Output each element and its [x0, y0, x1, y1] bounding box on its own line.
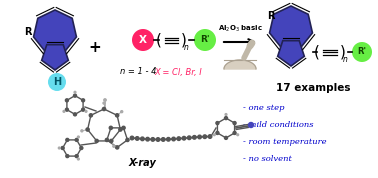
- Circle shape: [66, 155, 69, 158]
- Circle shape: [135, 137, 139, 140]
- Circle shape: [167, 137, 170, 141]
- Circle shape: [248, 122, 254, 127]
- Circle shape: [214, 134, 215, 136]
- Circle shape: [198, 135, 201, 139]
- Text: 17 examples: 17 examples: [276, 83, 350, 93]
- Text: n: n: [342, 56, 347, 64]
- Text: R': R': [200, 35, 210, 44]
- Circle shape: [225, 114, 227, 115]
- Circle shape: [116, 114, 119, 117]
- Circle shape: [66, 138, 69, 141]
- Circle shape: [141, 137, 144, 141]
- Text: X = Cl, Br, I: X = Cl, Br, I: [154, 67, 202, 77]
- Circle shape: [177, 137, 181, 140]
- Circle shape: [61, 146, 64, 150]
- Polygon shape: [42, 45, 68, 70]
- Polygon shape: [34, 10, 76, 52]
- Circle shape: [233, 131, 236, 134]
- Polygon shape: [224, 60, 256, 69]
- Text: X-ray: X-ray: [128, 158, 156, 168]
- Circle shape: [109, 126, 112, 129]
- Circle shape: [122, 126, 125, 129]
- Circle shape: [161, 138, 165, 141]
- Text: - room temperature: - room temperature: [243, 138, 327, 146]
- Circle shape: [65, 108, 68, 111]
- Circle shape: [86, 128, 89, 131]
- Circle shape: [352, 42, 372, 62]
- Text: ): ): [181, 33, 187, 48]
- Circle shape: [172, 137, 175, 141]
- Circle shape: [116, 146, 119, 149]
- Circle shape: [81, 130, 83, 132]
- Circle shape: [156, 138, 160, 141]
- Text: H: H: [53, 77, 61, 87]
- Circle shape: [203, 135, 207, 138]
- Text: ): ): [340, 44, 346, 59]
- Circle shape: [182, 136, 186, 140]
- Circle shape: [225, 136, 228, 139]
- Circle shape: [73, 94, 76, 97]
- Circle shape: [104, 99, 106, 101]
- Text: (: (: [156, 33, 162, 48]
- Circle shape: [102, 107, 105, 111]
- Circle shape: [73, 113, 76, 116]
- Circle shape: [193, 135, 196, 139]
- Circle shape: [65, 99, 68, 102]
- Circle shape: [233, 122, 236, 125]
- Circle shape: [58, 147, 60, 149]
- Circle shape: [126, 138, 129, 142]
- Text: R: R: [267, 11, 275, 21]
- Text: R: R: [24, 27, 32, 37]
- Circle shape: [63, 111, 65, 112]
- Circle shape: [146, 137, 149, 141]
- Text: (: (: [314, 44, 320, 59]
- Polygon shape: [270, 6, 313, 48]
- Circle shape: [113, 145, 115, 147]
- Circle shape: [121, 111, 123, 113]
- Circle shape: [105, 138, 108, 142]
- Text: - mild conditions: - mild conditions: [243, 121, 313, 129]
- Circle shape: [75, 138, 78, 141]
- Text: +: +: [88, 40, 101, 54]
- Circle shape: [225, 117, 228, 120]
- Circle shape: [130, 136, 134, 140]
- Circle shape: [151, 138, 155, 141]
- Circle shape: [75, 155, 78, 158]
- Circle shape: [194, 29, 216, 51]
- Circle shape: [85, 111, 87, 112]
- Text: Al$_2$O$_3$ basic: Al$_2$O$_3$ basic: [218, 24, 262, 34]
- Circle shape: [110, 139, 113, 143]
- Circle shape: [80, 146, 83, 150]
- Circle shape: [216, 131, 219, 134]
- Circle shape: [237, 134, 239, 136]
- Circle shape: [77, 158, 79, 160]
- Circle shape: [132, 29, 154, 51]
- Circle shape: [103, 102, 105, 104]
- Circle shape: [82, 108, 85, 111]
- Text: R': R': [358, 48, 367, 56]
- Text: n = 1 - 4: n = 1 - 4: [120, 67, 156, 77]
- Circle shape: [74, 91, 76, 93]
- Circle shape: [48, 73, 66, 91]
- Text: - no solvent: - no solvent: [243, 155, 292, 163]
- Text: - one step: - one step: [243, 104, 285, 112]
- Circle shape: [216, 122, 219, 125]
- Circle shape: [77, 136, 79, 138]
- Circle shape: [82, 99, 85, 102]
- Text: n: n: [184, 43, 189, 53]
- Polygon shape: [278, 41, 304, 66]
- Circle shape: [208, 135, 212, 138]
- Circle shape: [119, 128, 122, 131]
- Circle shape: [187, 136, 191, 140]
- Text: X: X: [139, 35, 147, 45]
- Circle shape: [89, 114, 93, 117]
- Circle shape: [95, 139, 98, 143]
